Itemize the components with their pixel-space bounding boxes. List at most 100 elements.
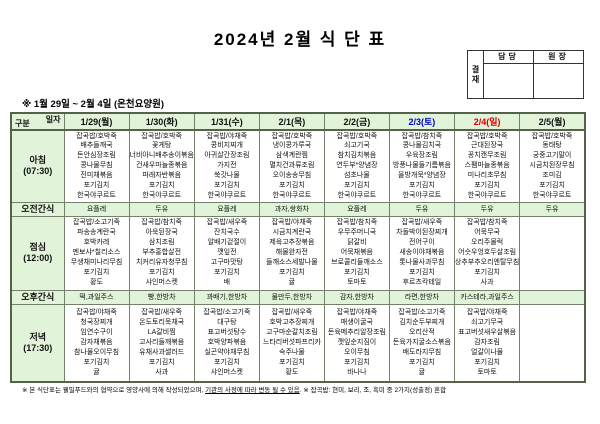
menu-item: 호박양파볶음 <box>207 338 247 346</box>
menu-item: 근대된장국 <box>471 142 504 150</box>
menu-item: 포기김치 <box>474 268 500 276</box>
menu-item: 오리주물럭 <box>471 239 504 247</box>
snack-cell: 과자,쌍화차 <box>258 201 325 217</box>
menu-item: 해물완자전 <box>275 249 308 257</box>
row-점심: 점심 (12:00) 잡곡밥/소고기죽 파송송계란국 호박카레 멘보샤*칠리소스 무생채미나… <box>10 215 586 291</box>
menu-item: 돈안심장조림 <box>77 152 116 160</box>
menu-item: 고사리들깨볶음 <box>139 338 185 346</box>
menu-item: 유채사과샐러드 <box>139 348 185 356</box>
menu-item: 쇠고기무국 <box>471 318 504 326</box>
menu-item: 잡곡밥/참치죽 <box>141 219 182 227</box>
approval-sign-area <box>534 64 583 98</box>
menu-item: 조미김 <box>542 172 562 180</box>
menu-item: 잡곡밥/참치죽 <box>336 219 378 227</box>
menu-cell: 잡곡밥/야채죽 쇠고기무국 표고버섯새우살볶음 감자조림 얼갈이나물 포기김치 토마토 <box>453 303 521 383</box>
menu-item: 토마토 <box>347 278 367 286</box>
menu-item: 표고버섯탕수 <box>207 328 247 336</box>
menu-item: 잡곡밥/호박죽 <box>531 132 573 140</box>
row-오후간식: 오후간식 떡,과일주스 빵,한방차 꽈배기,한방차 물만두,한방차 감자,한방차 라면,한방… <box>10 289 586 305</box>
menu-item: 포기김치 <box>214 182 240 190</box>
menu-item: 동태탕 <box>542 142 562 150</box>
menu-item: 멘보샤*칠리소스 <box>72 249 121 257</box>
page-title: 2024년 2월 식 단 표 <box>213 30 387 49</box>
row-label: 점심 (12:00) <box>10 215 65 291</box>
menu-cell: 잡곡밥/참치죽 우무주머니국 닭갈비 어묵채볶음 브로콜리들깨소스 포기김치 토마토 <box>323 215 390 291</box>
menu-cell: 잡곡밥/야채죽 청국장찌개 임연수구이 감자채볶음 참나물오이무침 포기김치 귤 <box>63 303 130 383</box>
menu-item: 쑥갓나물 <box>214 172 240 180</box>
menu-item: 한국야쿠르트 <box>467 192 507 200</box>
menu-item: 브로콜리들깨소스 <box>331 258 383 266</box>
menu-item: 배 <box>223 278 231 286</box>
menu-item: 포기김치 <box>279 182 305 190</box>
menu-item: 포기김치 <box>148 358 175 366</box>
menu-cell: 잡곡밥/소고기죽 파송송계란국 호박카레 멘보샤*칠리소스 무생채미나리무침 포기김치 황도 <box>63 215 130 291</box>
menu-item: 어묵무국 <box>474 229 500 237</box>
approval-sign-area <box>484 64 533 98</box>
menu-table: 일자 구분 1/29(월) 1/30(화) 1/31(수) 2/1(목) 2/2(금) 2/3… <box>10 112 586 383</box>
approval-col-damdang: 담당 <box>484 51 533 98</box>
menu-item: 쇠고기국 <box>344 142 370 150</box>
menu-item: 포기김치 <box>409 268 435 276</box>
menu-item: 포기김치 <box>148 268 175 276</box>
menu-item: 매생이굴국 <box>340 318 373 326</box>
menu-item: 잡곡밥/야채죽 <box>76 309 117 317</box>
menu-item: 포기김치 <box>83 268 110 276</box>
menu-item: 잡곡밥/새우죽 <box>206 219 248 227</box>
menu-item: 숙주나물 <box>279 348 305 356</box>
menu-item: 오이송송무침 <box>272 172 312 180</box>
menu-item: 잡곡밥/호박죽 <box>271 132 313 140</box>
menu-item: 포기김치 <box>344 268 370 276</box>
menu-item: 샤인머스켓 <box>145 278 178 286</box>
menu-item: 감자채볶음 <box>80 338 113 346</box>
menu-cell: 잡곡밥/호박죽 냉이콩가루국 삼색계란찜 멸치건과류조림 오이송송무침 포기김치 한국야쿠르… <box>258 129 325 203</box>
menu-item: 참나물오이무침 <box>73 348 120 356</box>
snack-cell: 물만두,한방차 <box>258 289 325 305</box>
approval-side-label: 결재 <box>468 51 484 98</box>
menu-cell <box>519 303 586 383</box>
menu-cell: 잡곡밥/새우죽 잔치국수 알배기겉절이 깻잎전 고구마맛탕 포기김치 배 <box>193 215 260 291</box>
row-오전간식: 오전간식 요플레 두유 요플레 과자,쌍화차 요플레 두유 두유 두유 <box>10 201 586 217</box>
menu-item: 우무주머니국 <box>337 229 377 237</box>
menu-item: 포기김치 <box>474 182 500 190</box>
menu-item: 콩나물김치국 <box>402 142 442 150</box>
menu-item: 얼갈이나물 <box>471 348 504 356</box>
menu-item: 온도토리묵채국 <box>139 318 185 326</box>
menu-item: 한국야쿠르트 <box>532 192 572 200</box>
menu-item: 스팸마늘종볶음 <box>464 162 510 170</box>
menu-item: 잡곡밥/새우죽 <box>401 219 443 227</box>
menu-item: 포기김치 <box>409 182 435 190</box>
menu-item: 한국야쿠르트 <box>402 192 442 200</box>
corner-cell: 일자 구분 <box>10 112 65 131</box>
snack-cell: 떡,과일주스 <box>63 289 130 305</box>
menu-item: 포기김치 <box>539 182 565 190</box>
row-아침: 아침 (07:30) 잡곡밥/호박죽 배추들깨국 돈안심장조림 콩나물무침 진미채볶음 포기김… <box>10 129 586 203</box>
menu-item: 콩비지찌개 <box>210 142 243 150</box>
menu-item: 포기김치 <box>214 268 240 276</box>
menu-item: 황도 <box>285 368 299 376</box>
menu-item: 잡곡밥/참치죽 <box>466 219 508 227</box>
menu-item: 사과 <box>155 368 169 376</box>
row-label: 오전간식 <box>10 201 65 217</box>
menu-item: 아욱된장국 <box>145 229 178 237</box>
date-header: 1/31(수) <box>193 112 260 131</box>
menu-item: 오이무침 <box>344 348 370 356</box>
menu-item: 포기김치 <box>344 182 370 190</box>
row-label: 저녁 (17:30) <box>10 303 65 383</box>
menu-item: 한국야쿠르트 <box>207 192 247 200</box>
menu-item: 잡곡밥/새우죽 <box>271 309 313 317</box>
snack-cell: 요플레 <box>193 201 260 217</box>
menu-item: 전어구이 <box>409 239 435 247</box>
snack-cell: 두유 <box>128 201 195 217</box>
menu-item: 아귀살간장조림 <box>204 152 250 160</box>
menu-item: 포기김치 <box>474 358 500 366</box>
menu-item: 잡곡밥/호박죽 <box>141 132 182 140</box>
menu-item: 바나나 <box>347 368 367 376</box>
snack-cell: 라면,한방차 <box>388 289 455 305</box>
menu-item: 연두부*양념장 <box>336 162 378 170</box>
menu-cell <box>519 215 586 291</box>
menu-item: 오리산적 <box>409 328 435 336</box>
menu-item: 어묵채볶음 <box>340 249 373 257</box>
row-저녁: 저녁 (17:30) 잡곡밥/야채죽 청국장찌개 임연수구이 감자채볶음 참나물오이무침 포기… <box>10 303 586 383</box>
menu-item: 새송이야채볶음 <box>399 249 445 257</box>
menu-item: 섬초나물 <box>344 172 370 180</box>
